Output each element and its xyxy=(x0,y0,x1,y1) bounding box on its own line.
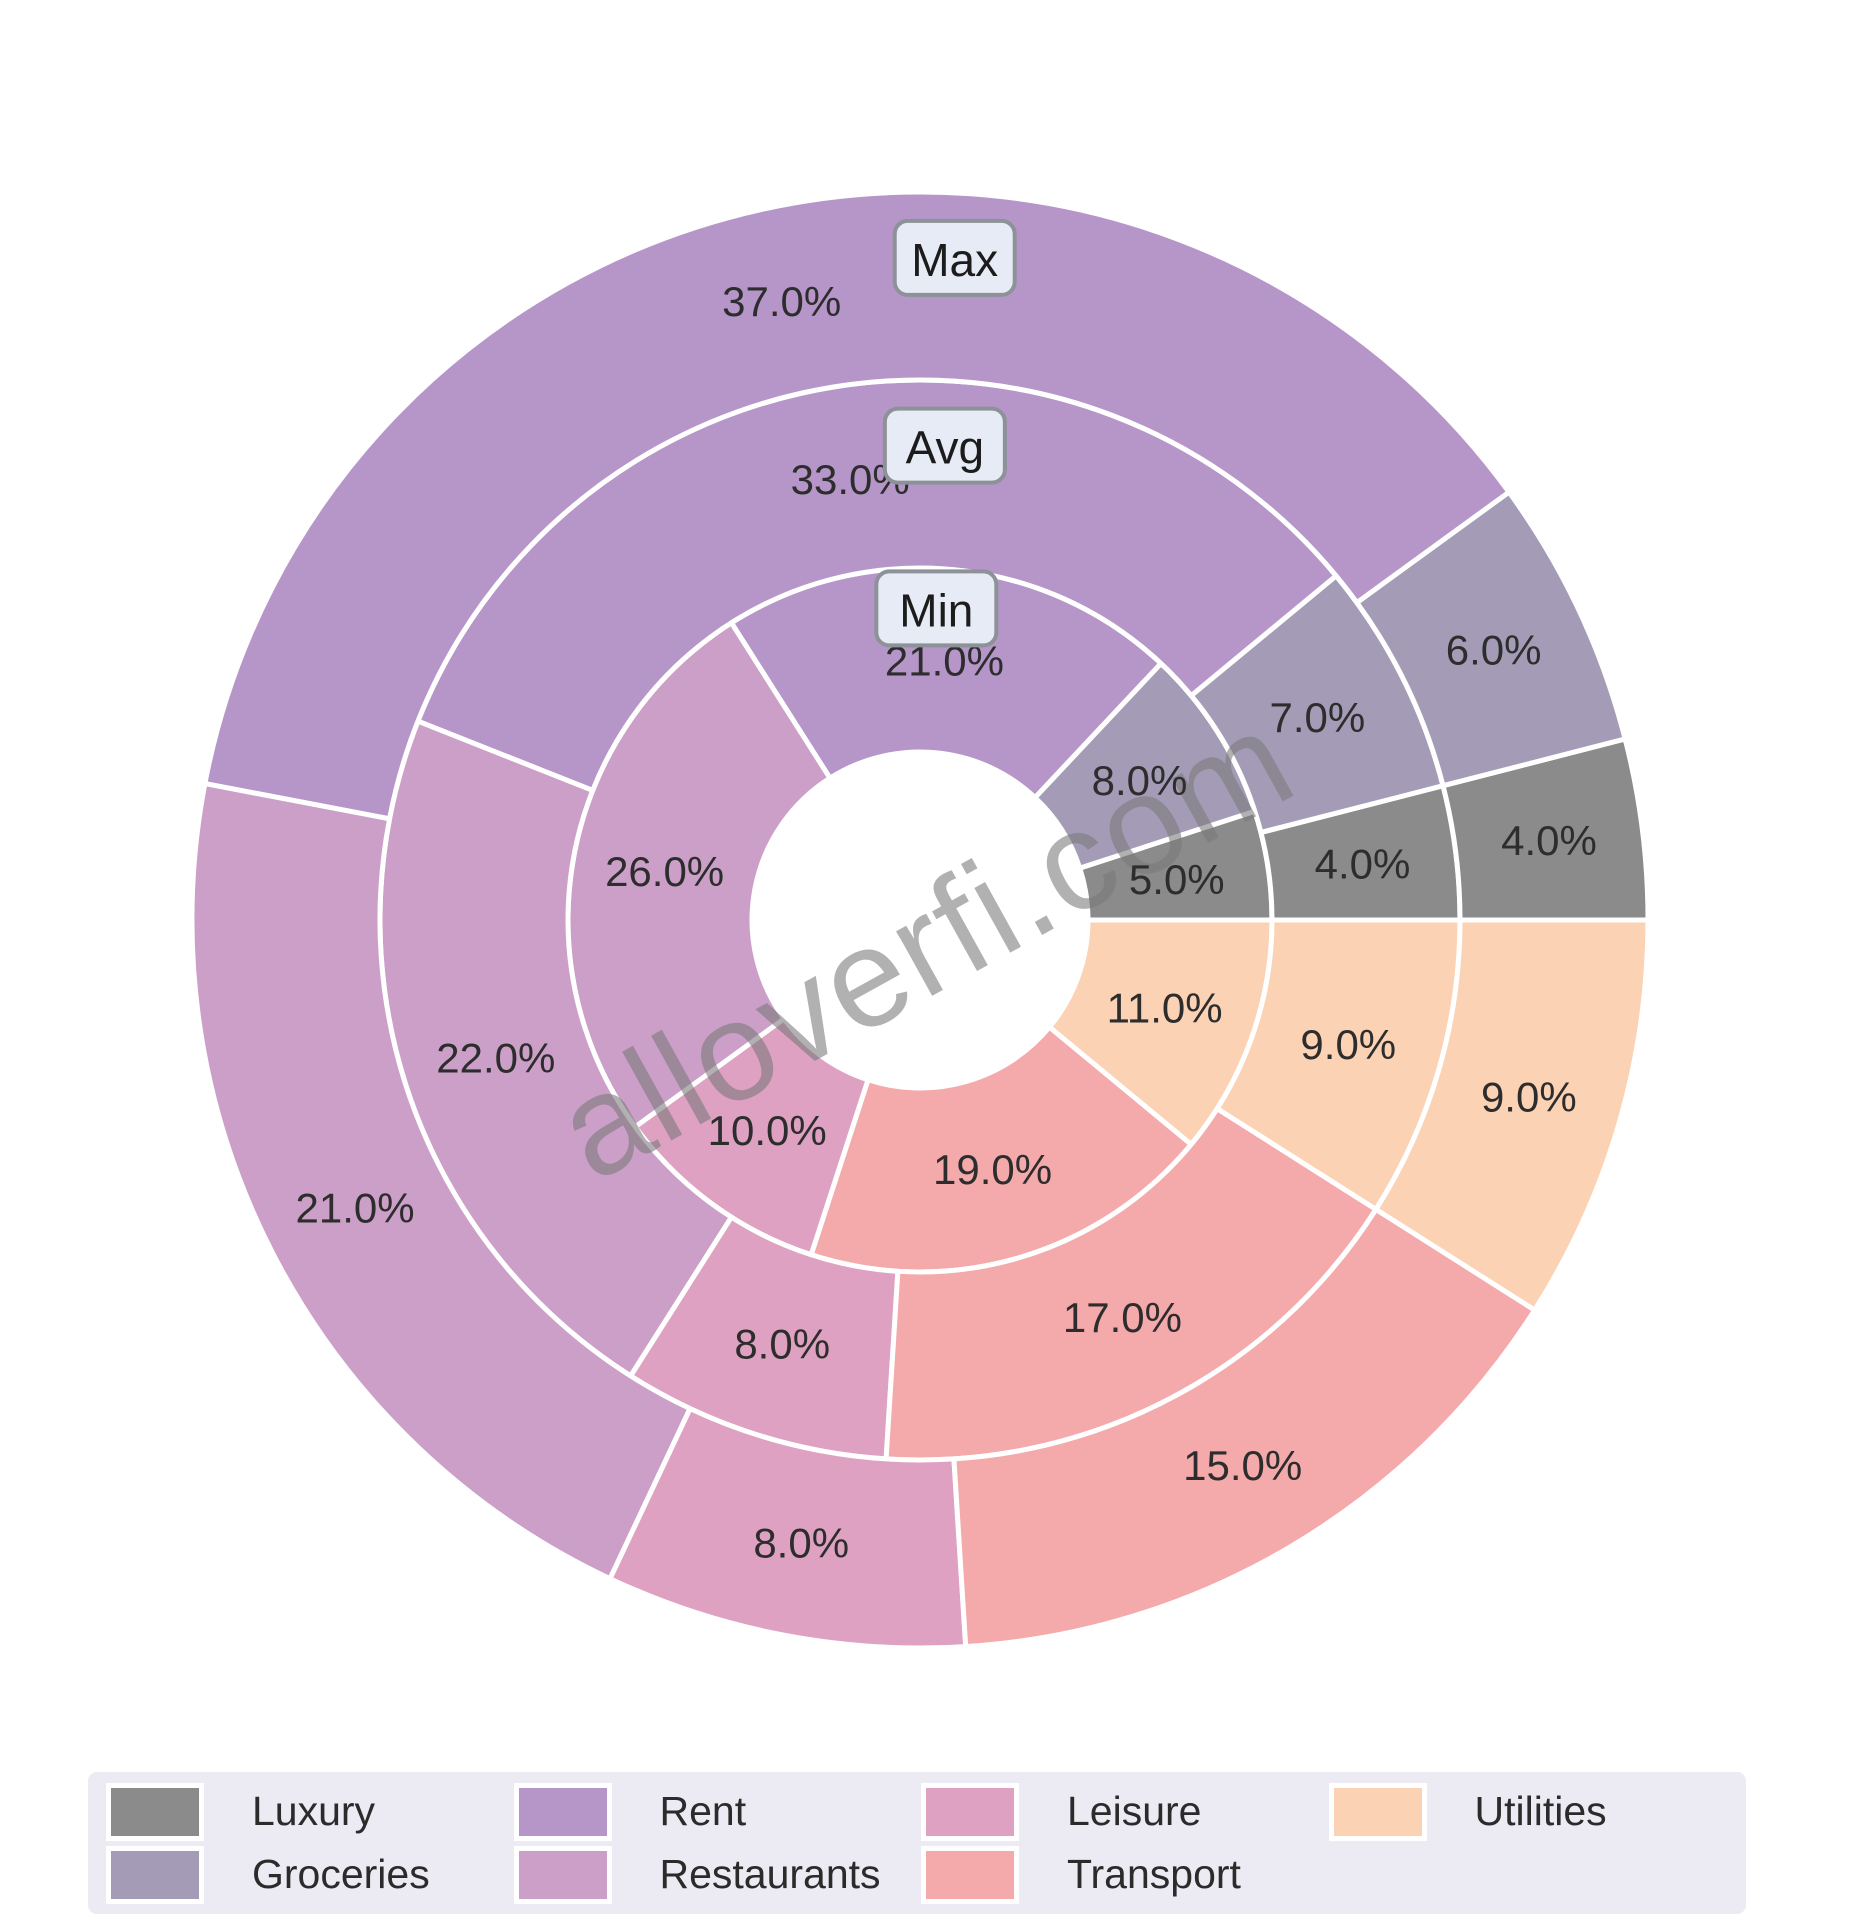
legend-label-transport: Transport xyxy=(1067,1851,1241,1897)
segment-max-rent xyxy=(202,189,1512,822)
label-avg-groceries: 7.0% xyxy=(1270,694,1366,741)
legend-label-luxury: Luxury xyxy=(252,1788,376,1834)
legend-label-rent: Rent xyxy=(659,1788,747,1834)
label-avg-luxury: 4.0% xyxy=(1315,841,1411,888)
segment-max-luxury xyxy=(1440,736,1651,923)
segment-avg-leisure xyxy=(628,1214,901,1462)
segment-max-utilities xyxy=(1373,917,1651,1313)
ring-label-box-max xyxy=(892,218,1017,297)
segment-min-utilities xyxy=(1046,917,1275,1147)
legend-item-transport: Transport xyxy=(921,1845,1329,1904)
label-avg-utilities: 9.0% xyxy=(1300,1021,1396,1068)
label-min-restaurants: 26.0% xyxy=(605,848,724,895)
label-max-utilities: 9.0% xyxy=(1481,1073,1577,1120)
label-max-restaurants: 21.0% xyxy=(296,1184,415,1231)
segment-avg-utilities xyxy=(1214,917,1463,1212)
ring-label-box-min xyxy=(874,569,999,648)
ring-label-box-avg xyxy=(882,406,1007,485)
label-max-transport: 15.0% xyxy=(1183,1442,1302,1489)
ring-label-min: Min xyxy=(899,584,973,636)
label-max-groceries: 6.0% xyxy=(1446,627,1542,674)
legend-swatch-transport xyxy=(921,1845,1019,1904)
label-max-rent: 37.0% xyxy=(722,278,841,325)
legend-swatch-restaurants xyxy=(513,1845,612,1904)
segment-max-groceries xyxy=(1354,489,1628,789)
legend-label-leisure: Leisure xyxy=(1067,1788,1202,1834)
legend-swatch-luxury xyxy=(106,1782,204,1841)
ring-label-avg: Avg xyxy=(906,422,984,474)
legend-item-restaurants: Restaurants xyxy=(513,1845,922,1904)
label-min-utilities: 11.0% xyxy=(1107,985,1223,1032)
watermark-text: alloverfi.com xyxy=(531,679,1318,1211)
legend-swatch-groceries xyxy=(106,1845,204,1904)
label-min-rent: 21.0% xyxy=(885,638,1004,685)
legend-swatch-rent xyxy=(513,1782,612,1841)
segment-max-leisure xyxy=(607,1406,969,1651)
label-avg-transport: 17.0% xyxy=(1063,1294,1182,1341)
label-max-luxury: 4.0% xyxy=(1501,817,1597,864)
ring-label-max: Max xyxy=(911,234,998,286)
label-avg-leisure: 8.0% xyxy=(734,1321,830,1368)
legend-item-groceries: Groceries xyxy=(106,1845,514,1904)
legend-label-restaurants: Restaurants xyxy=(659,1851,881,1897)
legend-label-groceries: Groceries xyxy=(252,1851,430,1897)
legend-swatch-utilities xyxy=(1328,1782,1427,1841)
legend-label-utilities: Utilities xyxy=(1474,1788,1607,1834)
legend-swatch-leisure xyxy=(921,1782,1019,1841)
label-min-transport: 19.0% xyxy=(933,1146,1052,1193)
segment-avg-transport xyxy=(883,1106,1379,1463)
legend-item-utilities: Utilities xyxy=(1328,1782,1737,1841)
segment-max-transport xyxy=(951,1206,1538,1650)
legend-item-rent: Rent xyxy=(513,1782,922,1841)
legend-item-luxury: Luxury xyxy=(106,1782,514,1841)
label-avg-rent: 33.0% xyxy=(791,456,910,503)
label-max-leisure: 8.0% xyxy=(753,1519,849,1566)
legend-item-leisure: Leisure xyxy=(921,1782,1329,1841)
legend: Luxury Groceries Rent Restaurants Leisure Tra… xyxy=(88,1772,1746,1914)
